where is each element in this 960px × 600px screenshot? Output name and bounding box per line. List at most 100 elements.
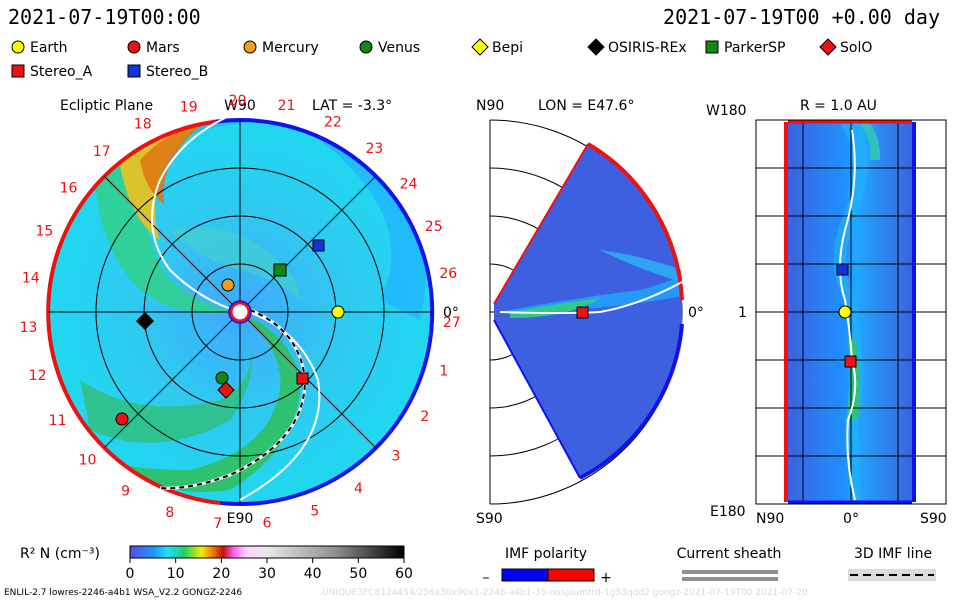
footer-left: ENLIL-2.7 lowres-2246-a4b1 WSA_V2.2 GONG…	[4, 588, 242, 598]
stereo-b-marker	[312, 239, 325, 252]
legend-item-stereo-a: Stereo_A	[11, 64, 93, 80]
imf-polarity-label: IMF polarity	[505, 546, 587, 562]
timestamp-right: 2021-07-19T00 +0.00 day	[663, 5, 940, 29]
radial-earth-marker	[838, 305, 852, 319]
legend-item-stereo-b: Stereo_B	[127, 64, 208, 80]
ecliptic-rim-negative	[46, 119, 221, 505]
legend-item-earth: Earth	[11, 40, 68, 56]
ecliptic-lat-label: LAT = -3.3°	[312, 98, 392, 114]
legend-label: OSIRIS-REx	[608, 40, 687, 56]
radial-stereo-a-marker	[844, 355, 857, 368]
radial-stereo-b-marker	[836, 263, 849, 276]
carrington-label: 21	[278, 98, 296, 114]
mercury-legend-icon	[243, 40, 257, 54]
colorbar-tick: 20	[212, 566, 230, 582]
footer-right: UNIQUE3FC8124454/256x30x90x1-2246-a4b1-3…	[322, 588, 808, 598]
current-sheath-label: Current sheath	[677, 546, 782, 562]
legend-label: Stereo_A	[30, 64, 93, 80]
carrington-label: 27	[443, 315, 461, 331]
legend-label: SolO	[840, 40, 872, 56]
legend-item-bepi: Bepi	[471, 38, 523, 56]
colorbar-tick: 40	[304, 566, 322, 582]
legend-label: Bepi	[492, 40, 523, 56]
legend-label: Mars	[146, 40, 180, 56]
colorbar-ticks: 0 10 20 30 40 50 60	[126, 558, 413, 582]
solo-marker	[217, 381, 235, 399]
legend-item-osiris-rex: OSIRIS-REx	[587, 38, 687, 56]
colorbar-label: R² N (cm⁻³)	[20, 546, 100, 562]
carrington-label: 8	[165, 505, 174, 521]
carrington-label: 18	[134, 117, 152, 133]
carrington-label: 25	[425, 219, 443, 235]
carrington-label: 22	[324, 115, 342, 131]
stereo-a-legend-icon	[11, 64, 25, 78]
colorbar-tick: 10	[167, 566, 185, 582]
carrington-label: 4	[354, 481, 363, 497]
venus-marker	[215, 371, 229, 385]
radial-bottom-0-label: 0°	[843, 511, 859, 527]
legend-label: Stereo_B	[146, 64, 208, 80]
sun-icon	[229, 301, 251, 323]
colorbar-bar	[129, 545, 405, 559]
legend-item-parkersp: ParkerSP	[705, 40, 785, 56]
colorbar-tick: 50	[349, 566, 367, 582]
stereo-b-legend-icon	[127, 64, 141, 78]
radial-top-left-label: W180	[706, 103, 747, 119]
radial-bottom-s-label: S90	[920, 511, 947, 527]
mars-legend-icon	[127, 40, 141, 54]
meridional-lon-label: LON = E47.6°	[538, 98, 634, 114]
legend-label: Earth	[30, 40, 68, 56]
ecliptic-title: Ecliptic Plane	[60, 98, 153, 114]
ecliptic-panel: Ecliptic Plane W90 LAT = -3.3° E90 0° 19…	[20, 93, 461, 532]
meridional-stereo-a-marker	[576, 306, 589, 319]
imf-polarity-legend: IMF polarity – +	[483, 546, 612, 586]
carrington-label: 20	[229, 93, 247, 109]
colorbar-tick: 30	[258, 566, 276, 582]
carrington-label: 24	[400, 176, 418, 192]
meridional-top-label: N90	[476, 98, 504, 114]
legend-label: ParkerSP	[724, 40, 785, 56]
carrington-label: 6	[263, 515, 272, 531]
imf-positive-swatch	[547, 568, 595, 582]
carrington-label: 26	[439, 266, 457, 282]
legend-item-solo: SolO	[819, 38, 872, 56]
carrington-label: 13	[20, 320, 38, 336]
stereo-a-marker	[296, 372, 309, 385]
timestamp-left: 2021-07-19T00:00	[8, 5, 201, 29]
current-sheath-legend: Current sheath	[677, 546, 782, 581]
earth-legend-icon	[11, 40, 25, 54]
radial-mid-left-label: 1	[738, 305, 747, 321]
carrington-label: 14	[22, 271, 40, 287]
carrington-label: 11	[49, 413, 67, 429]
legend-item-venus: Venus	[359, 40, 420, 56]
radial-panel: W180 R = 1.0 AU 1 E180 N90 0° S90	[706, 98, 947, 527]
ecliptic-rim-positive	[215, 118, 435, 506]
carrington-label: 2	[420, 409, 429, 425]
carrington-label: 23	[365, 141, 383, 157]
imf-negative-swatch	[501, 568, 549, 582]
colorbar-tick: 0	[126, 566, 135, 582]
ecliptic-imf-line	[159, 309, 307, 490]
legend-label: Mercury	[262, 40, 319, 56]
carrington-label: 5	[310, 503, 319, 519]
legend: Earth Mars Mercury Venus Bepi OSIRIS-REx Parke…	[11, 38, 872, 80]
colorbar: R² N (cm⁻³) 0 10 20 30 40 50 60	[20, 545, 413, 582]
radial-bottom-left-label: E180	[710, 504, 746, 520]
ecliptic-right-label: 0°	[443, 305, 459, 321]
carrington-label: 10	[79, 452, 97, 468]
legend-item-mercury: Mercury	[243, 40, 319, 56]
venus-legend-icon	[359, 40, 373, 54]
colorbar-tick: 60	[395, 566, 413, 582]
solo-legend-icon	[819, 38, 837, 56]
parkersp-marker	[273, 263, 287, 277]
carrington-label: 12	[29, 368, 47, 384]
radial-r-label: R = 1.0 AU	[800, 98, 877, 114]
carrington-label: 17	[93, 144, 111, 160]
carrington-label: 1	[439, 363, 448, 379]
carrington-label: 7	[213, 516, 222, 532]
parkersp-legend-icon	[705, 40, 719, 54]
carrington-label: 3	[391, 449, 400, 465]
ecliptic-current-sheath-north	[151, 117, 241, 313]
imf-minus-label: –	[483, 570, 490, 586]
